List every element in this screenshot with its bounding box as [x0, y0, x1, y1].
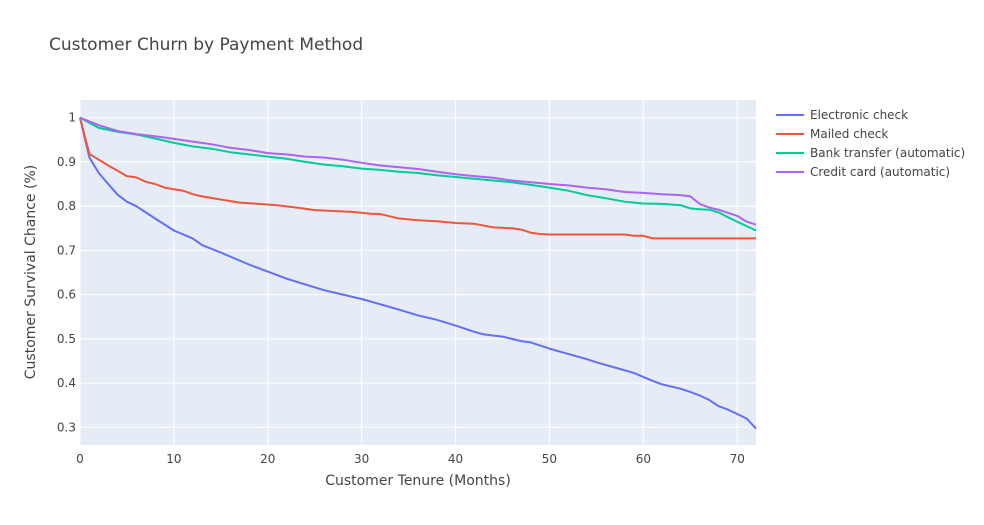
x-tick-label: 30 — [354, 452, 369, 466]
y-tick-label: 1 — [68, 111, 76, 125]
legend-label: Electronic check — [810, 108, 908, 122]
y-tick-label: 0.5 — [57, 332, 76, 346]
plot-area — [80, 100, 756, 445]
legend-item[interactable]: Credit card (automatic) — [776, 165, 950, 179]
y-tick-label: 0.9 — [57, 155, 76, 169]
x-tick-label: 60 — [636, 452, 651, 466]
legend-item[interactable]: Bank transfer (automatic) — [776, 146, 965, 160]
series-line-2 — [79, 116, 757, 232]
series-line-1 — [79, 117, 756, 240]
legend-item[interactable]: Electronic check — [776, 108, 908, 122]
series-lines — [79, 116, 757, 430]
legend-item[interactable]: Mailed check — [776, 127, 888, 141]
x-tick-label: 50 — [542, 452, 557, 466]
legend-label: Bank transfer (automatic) — [810, 146, 965, 160]
x-axis-ticks: 0 10 20 30 40 50 60 70 — [76, 452, 745, 466]
y-axis-ticks: 0.3 0.4 0.5 0.6 0.7 0.8 0.9 1 — [57, 111, 76, 435]
x-axis-title: Customer Tenure (Months) — [325, 473, 511, 489]
chart-title: Customer Churn by Payment Method — [49, 35, 363, 55]
legend-label: Credit card (automatic) — [810, 165, 950, 179]
legend-label: Mailed check — [810, 127, 888, 141]
y-tick-label: 0.3 — [57, 420, 76, 434]
gridlines — [79, 100, 756, 445]
y-tick-label: 0.4 — [57, 376, 76, 390]
y-tick-label: 0.8 — [57, 199, 76, 213]
series-line-3 — [79, 116, 757, 226]
series-line-0 — [79, 117, 757, 430]
x-tick-label: 70 — [730, 452, 745, 466]
x-tick-label: 40 — [448, 452, 463, 466]
x-tick-label: 10 — [166, 452, 181, 466]
x-tick-label: 0 — [76, 452, 84, 466]
y-tick-label: 0.6 — [57, 288, 76, 302]
y-axis-title: Customer Survival Chance (%) — [23, 165, 39, 379]
x-tick-label: 20 — [260, 452, 275, 466]
legend[interactable]: Electronic check Mailed check Bank transfe… — [776, 108, 965, 179]
y-tick-label: 0.7 — [57, 243, 76, 257]
